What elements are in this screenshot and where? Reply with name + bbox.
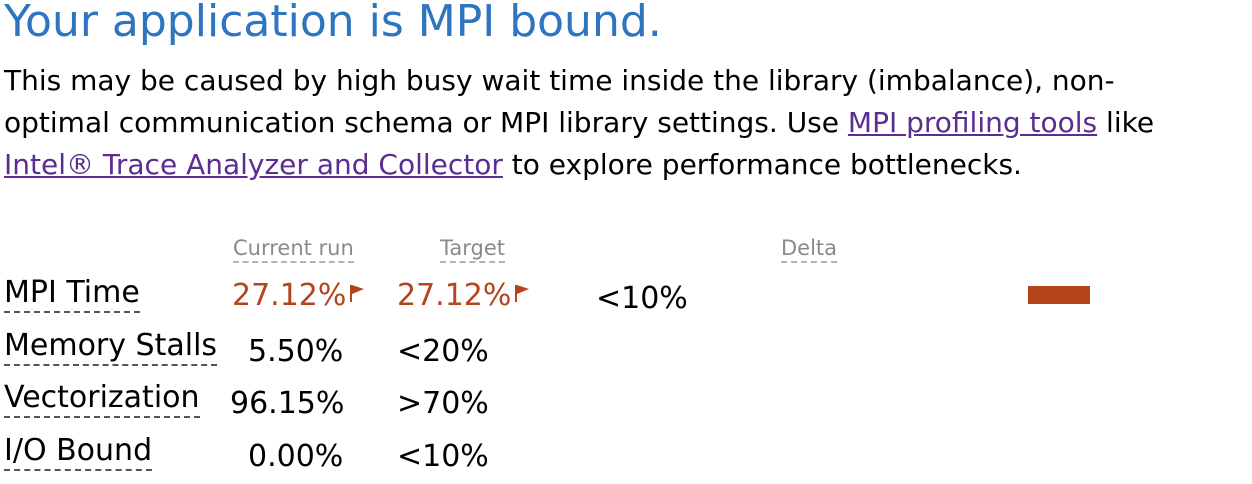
mpi-profiling-tools-link[interactable]: MPI profiling tools (847, 106, 1098, 139)
description-line-3: Intel® Trace Analyzer and Collector to e… (4, 144, 1244, 186)
memory-stalls-target-value: <20% (397, 334, 489, 369)
value-text: 27.12% (397, 278, 512, 313)
column-header-current-run[interactable]: Current run (233, 236, 354, 263)
description-text: to explore performance bottlenecks. (502, 148, 1022, 181)
metric-label-io-bound[interactable]: I/O Bound (4, 433, 153, 471)
metric-label-memory-stalls[interactable]: Memory Stalls (4, 328, 218, 366)
memory-stalls-current-value: 5.50% (248, 334, 344, 369)
description-text: optimal communication schema or MPI libr… (4, 106, 848, 139)
description-line-1: This may be caused by high busy wait tim… (4, 64, 1115, 97)
vectorization-current-value: 96.15% (230, 386, 345, 421)
column-header-delta[interactable]: Delta (781, 236, 838, 263)
description: This may be caused by high busy wait tim… (4, 60, 1244, 186)
metric-label-vectorization[interactable]: Vectorization (4, 380, 200, 418)
mpi-time-threshold: <10% (596, 281, 688, 316)
page-title: Your application is MPI bound. (4, 0, 662, 47)
flag-icon (515, 285, 530, 302)
mpi-time-target-value: 27.12% (397, 278, 531, 314)
column-header-target[interactable]: Target (440, 236, 505, 263)
flag-icon (350, 285, 365, 302)
mpi-time-delta-bar (1028, 286, 1090, 304)
vectorization-target-value: >70% (397, 386, 489, 421)
description-text: like (1097, 106, 1155, 139)
intel-trace-analyzer-link[interactable]: Intel® Trace Analyzer and Collector (4, 148, 503, 181)
metric-label-mpi-time[interactable]: MPI Time (4, 275, 140, 313)
description-line-2: optimal communication schema or MPI libr… (4, 102, 1244, 144)
mpi-time-current-value: 27.12% (232, 278, 366, 314)
value-text: 27.12% (232, 278, 347, 313)
io-bound-current-value: 0.00% (248, 439, 344, 474)
io-bound-target-value: <10% (397, 439, 489, 474)
